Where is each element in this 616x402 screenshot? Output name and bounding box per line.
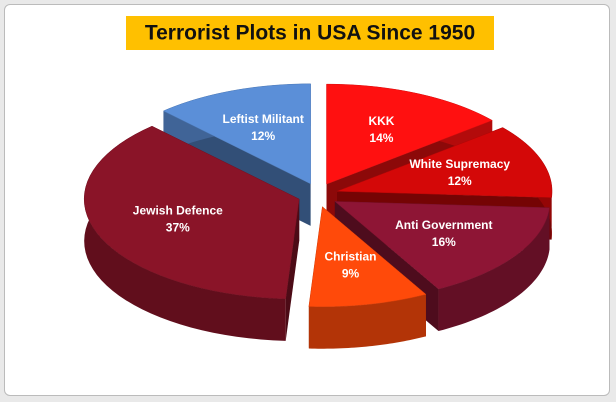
slice-label: White Supremacy	[409, 157, 510, 171]
value-label: 16%	[432, 235, 456, 249]
slice-wall	[84, 126, 286, 341]
slice-label: KKK	[368, 114, 394, 128]
slice-wall	[438, 207, 550, 332]
slice-wall	[308, 294, 426, 349]
value-label: 12%	[251, 129, 275, 143]
chart-title: Terrorist Plots in USA Since 1950	[145, 22, 475, 45]
slice-label: Christian	[324, 249, 376, 263]
pie-slice	[336, 127, 553, 198]
value-label: 9%	[342, 266, 360, 280]
value-label: 14%	[369, 131, 393, 145]
title-box	[126, 16, 494, 50]
pie-slice	[83, 125, 300, 300]
value-label: 37%	[166, 221, 190, 235]
slice-label: Leftist Militant	[222, 112, 303, 126]
pie-slice	[162, 83, 311, 185]
pie-slice	[326, 83, 493, 185]
slice-label: Anti Government	[395, 218, 492, 232]
value-label: 12%	[448, 174, 472, 188]
slice-label: Jewish Defence	[133, 204, 223, 218]
pie-slice	[334, 201, 550, 290]
pie-slice	[308, 206, 427, 307]
